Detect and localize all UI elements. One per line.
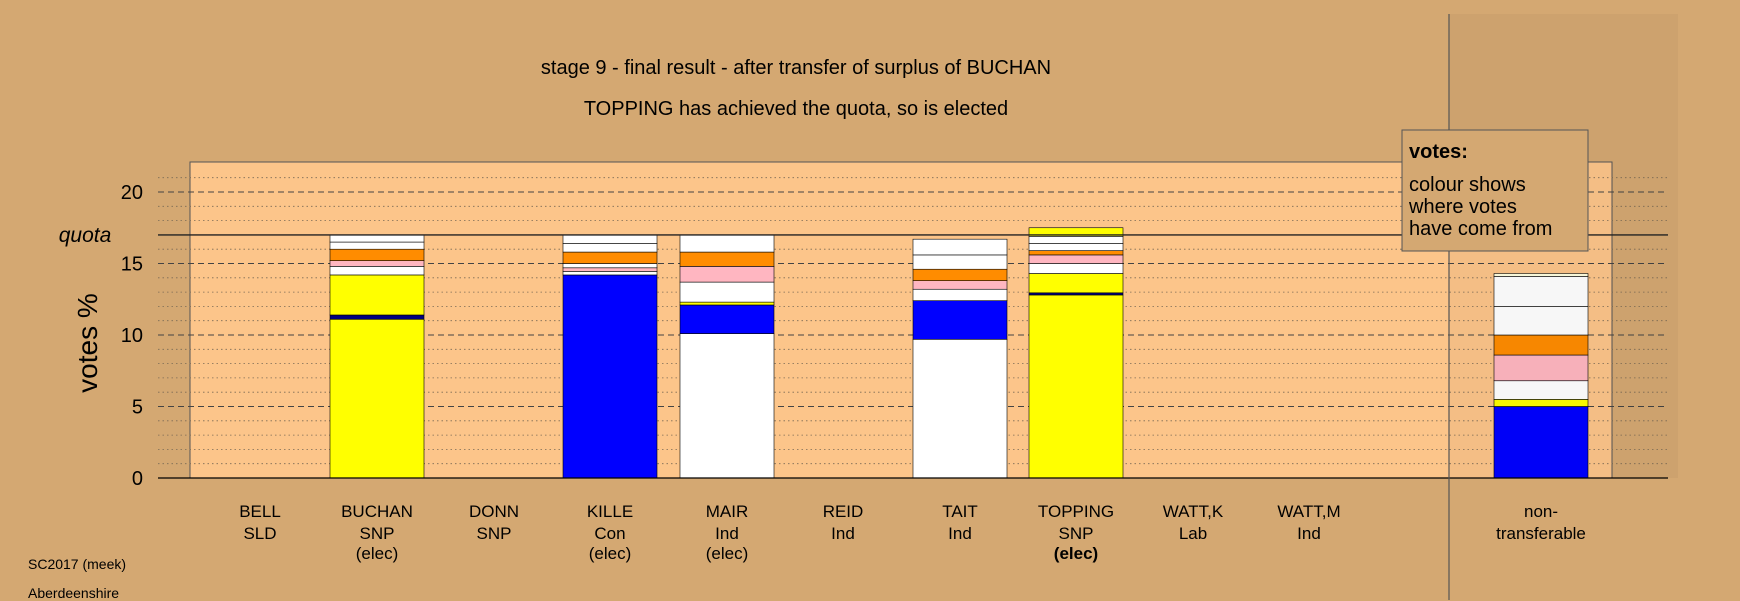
bar-segment	[679, 304, 775, 334]
bar-segment	[1028, 294, 1124, 479]
bar-segment	[562, 251, 658, 264]
bar-segment	[329, 274, 425, 316]
bar-segment	[562, 243, 658, 253]
bar-topping	[1028, 227, 1124, 479]
bar-segment	[679, 266, 775, 283]
bar-buchan	[329, 234, 425, 479]
bar-segment	[329, 266, 425, 276]
bar-segment	[1028, 236, 1124, 244]
candidate-party-label: Ind	[715, 524, 739, 543]
candidate-party-label: Con	[594, 524, 625, 543]
candidate-name-label: MAIR	[706, 502, 749, 521]
nontransferable-label-line2: transferable	[1496, 524, 1586, 543]
candidate-status-label: (elec)	[356, 544, 399, 563]
candidate-party-label: Lab	[1179, 524, 1207, 543]
bar-segment	[679, 333, 775, 479]
bar-segment	[329, 248, 425, 261]
candidate-party-label: SNP	[360, 524, 395, 543]
bar-segment	[1028, 292, 1124, 296]
candidate-status-label: (elec)	[589, 544, 632, 563]
bar-segment	[562, 271, 658, 276]
y-tick-label: 20	[121, 182, 143, 204]
candidate-name-label: REID	[823, 502, 864, 521]
footer-source: SC2017 (meek)	[28, 556, 127, 572]
bar-segment	[1028, 254, 1124, 264]
candidate-name-label: DONN	[469, 502, 519, 521]
chart-title: stage 9 - final result - after transfer …	[541, 57, 1051, 79]
bar-segment	[1028, 243, 1124, 251]
bar-segment	[679, 251, 775, 267]
y-tick-label: 15	[121, 254, 143, 276]
candidate-name-label: KILLE	[587, 502, 633, 521]
bar-segment	[1028, 227, 1124, 237]
y-tick-label: 0	[132, 468, 143, 490]
bar-segment	[329, 234, 425, 243]
bar-segment	[912, 254, 1008, 270]
bar-segment	[329, 241, 425, 250]
chart-subtitle: TOPPING has achieved the quota, so is el…	[584, 98, 1008, 120]
bar-segment	[329, 314, 425, 320]
bar-kille	[562, 234, 658, 479]
bar-segment	[562, 234, 658, 244]
quota-label: quota	[59, 224, 112, 247]
candidate-party-label: Ind	[1297, 524, 1321, 543]
candidate-name-label: TOPPING	[1038, 502, 1114, 521]
bar-segment	[912, 280, 1008, 290]
bar-segment	[329, 318, 425, 479]
bar-segment	[679, 301, 775, 306]
legend-text-line: have come from	[1409, 218, 1552, 240]
bar-tait	[912, 238, 1008, 479]
nontransferable-label-line1: non-	[1524, 502, 1558, 521]
candidate-name-label: BUCHAN	[341, 502, 413, 521]
candidate-status-label: (elec)	[706, 544, 749, 563]
candidate-name-label: WATT,M	[1277, 502, 1340, 521]
candidate-name-label: WATT,K	[1163, 502, 1224, 521]
legend-box	[1401, 129, 1589, 252]
candidate-party-label: Ind	[831, 524, 855, 543]
legend-text-line: colour shows	[1409, 174, 1526, 196]
bar-non-transferable	[1493, 273, 1589, 479]
bar-segment	[562, 267, 658, 272]
bar-segment	[912, 238, 1008, 256]
y-axis-label: votes %	[72, 293, 103, 393]
bar-segment	[1028, 273, 1124, 294]
bar-segment	[679, 281, 775, 303]
footer-region: Aberdeenshire	[28, 585, 120, 601]
bar-segment	[329, 260, 425, 267]
candidate-party-label: SNP	[477, 524, 512, 543]
bar-segment	[912, 300, 1008, 340]
bar-segment	[1493, 273, 1589, 277]
candidate-party-label: Ind	[948, 524, 972, 543]
bar-segment	[1493, 276, 1589, 307]
plot-area	[189, 161, 1613, 479]
y-tick-label: 10	[121, 325, 143, 347]
candidate-party-label: SNP	[1059, 524, 1094, 543]
candidate-name-label: BELL	[239, 502, 281, 521]
candidate-party-label: SLD	[243, 524, 276, 543]
legend-title: votes:	[1409, 141, 1468, 163]
bar-segment	[912, 268, 1008, 281]
bar-segment	[562, 274, 658, 479]
bar-segment	[1028, 263, 1124, 274]
y-tick-label: 5	[132, 397, 143, 419]
bar-segment	[912, 288, 1008, 301]
legend-text-line: where votes	[1408, 196, 1517, 218]
bar-segment	[562, 263, 658, 269]
candidate-status-label: (elec)	[1054, 544, 1098, 563]
legend	[1401, 129, 1589, 252]
bar-segment	[912, 338, 1008, 479]
candidate-name-label: TAIT	[942, 502, 978, 521]
bar-segment	[679, 234, 775, 253]
bar-segment	[1493, 354, 1589, 382]
bar-segment	[1028, 250, 1124, 256]
bar-mair	[679, 234, 775, 479]
